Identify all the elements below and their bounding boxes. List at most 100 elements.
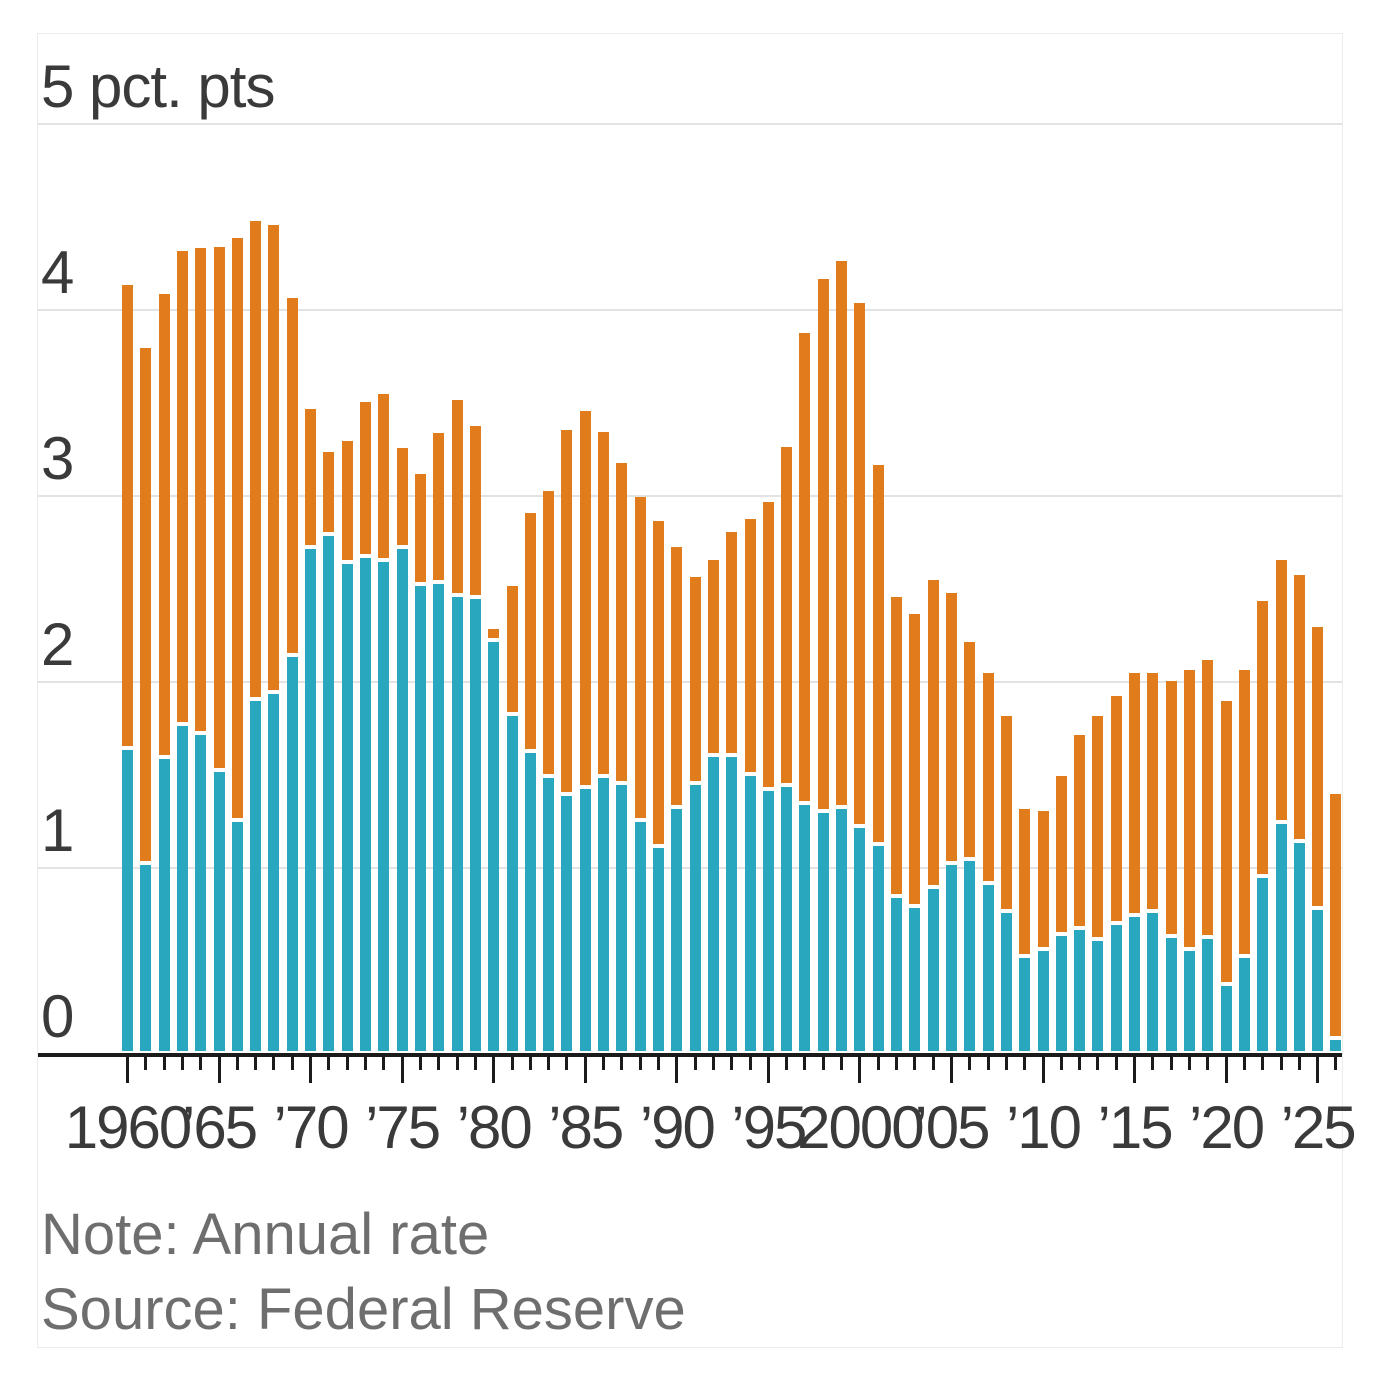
bar-segment-teal-2024: [1293, 842, 1305, 1051]
bar-segment-teal-1965: [213, 772, 225, 1051]
x-tick-2021: [1242, 1057, 1246, 1070]
bar-segment-orange-1983: [543, 491, 555, 774]
bar-segment-orange-1991: [689, 576, 701, 782]
bar-segment-orange-1966: [231, 238, 243, 819]
bar-segment-teal-1979: [469, 599, 481, 1051]
bar-segment-orange-2004: [927, 580, 939, 886]
bar-2023: [1275, 559, 1287, 1051]
bar-1984: [561, 429, 573, 1051]
gridline-4: [38, 309, 1342, 311]
x-tick-1998: [821, 1057, 825, 1070]
y-axis-label-0: 0: [41, 983, 74, 1050]
x-tick-1976: [418, 1057, 422, 1070]
bar-segment-teal-2009: [1019, 958, 1031, 1051]
bar-segment-teal-1982: [524, 753, 536, 1051]
bar-segment-teal-2001: [872, 846, 884, 1051]
bar-1964: [195, 247, 207, 1051]
x-tick-2009: [1023, 1057, 1027, 1070]
x-tick-2024: [1297, 1057, 1301, 1070]
bar-1977: [433, 433, 445, 1051]
bar-segment-teal-1987: [616, 785, 628, 1051]
x-tick-1986: [602, 1057, 606, 1070]
bar-segment-orange-1962: [158, 293, 170, 755]
y-axis-label-1: 1: [41, 797, 74, 864]
x-axis-label-1960: 1960: [64, 1094, 192, 1161]
bar-segment-orange-2003: [909, 613, 921, 904]
bar-segment-teal-1985: [579, 788, 591, 1051]
bar-2016: [1147, 673, 1159, 1051]
bar-segment-teal-1968: [268, 693, 280, 1051]
x-axis-label-2010: ’10: [1005, 1094, 1082, 1161]
x-tick-1977: [437, 1057, 441, 1070]
x-tick-1999: [840, 1057, 844, 1070]
x-tick-2019: [1206, 1057, 1210, 1070]
x-tick-2008: [1004, 1057, 1008, 1070]
bar-1974: [378, 394, 390, 1051]
x-axis-label-1970: ’70: [273, 1094, 350, 1161]
bar-segment-teal-1984: [561, 796, 573, 1051]
bar-segment-teal-1973: [360, 558, 372, 1051]
bar-segment-orange-1975: [396, 448, 408, 545]
bar-segment-orange-1985: [579, 411, 591, 785]
bar-1961: [140, 347, 152, 1051]
bar-1990: [671, 546, 683, 1051]
bar-2013: [1092, 716, 1104, 1051]
bar-segment-orange-1981: [506, 586, 518, 713]
x-tick-1973: [364, 1057, 368, 1070]
bar-1976: [414, 474, 426, 1051]
x-tick-1966: [235, 1057, 239, 1070]
bar-segment-orange-2018: [1183, 669, 1195, 947]
x-tick-1960: [126, 1057, 129, 1083]
bar-segment-orange-1969: [286, 297, 298, 653]
bar-segment-teal-2015: [1129, 917, 1141, 1051]
bar-segment-teal-1989: [652, 848, 664, 1051]
bar-1972: [341, 440, 353, 1051]
x-tick-1968: [272, 1057, 276, 1070]
bar-segment-teal-1972: [341, 563, 353, 1051]
bar-segment-orange-1965: [213, 247, 225, 768]
bar-segment-teal-2000: [854, 827, 866, 1051]
bar-1995: [762, 502, 774, 1051]
bar-segment-orange-2011: [1055, 775, 1067, 932]
x-tick-1972: [345, 1057, 349, 1070]
bar-segment-teal-1990: [671, 809, 683, 1051]
bar-segment-orange-1978: [451, 400, 463, 594]
bar-1987: [616, 463, 628, 1051]
bar-1962: [158, 293, 170, 1051]
bar-segment-orange-1976: [414, 474, 426, 582]
x-axis-label-1975: ’75: [365, 1094, 441, 1161]
bar-1965: [213, 247, 225, 1051]
x-tick-1990: [675, 1057, 679, 1083]
x-tick-1971: [327, 1057, 331, 1070]
bar-2002: [891, 597, 903, 1051]
x-tick-2015: [1133, 1057, 1137, 1083]
bar-segment-orange-2021: [1238, 669, 1250, 954]
x-tick-1964: [199, 1057, 203, 1070]
y-axis-label-2: 2: [41, 611, 74, 678]
bar-segment-teal-1961: [140, 865, 152, 1051]
bar-segment-orange-1986: [598, 431, 610, 774]
bar-segment-orange-1990: [671, 546, 683, 806]
chart-source: Source: Federal Reserve: [41, 1277, 686, 1342]
bar-segment-teal-1963: [176, 725, 188, 1051]
bar-segment-teal-1999: [836, 809, 848, 1051]
bar-segment-teal-1976: [414, 586, 426, 1051]
x-tick-1994: [748, 1057, 752, 1070]
chart-note: Note: Annual rate: [41, 1202, 490, 1267]
bar-2019: [1202, 660, 1214, 1051]
bar-1975: [396, 448, 408, 1051]
bar-2014: [1110, 695, 1122, 1051]
bar-segment-orange-1988: [634, 496, 646, 819]
bar-segment-teal-1971: [323, 535, 335, 1051]
bar-segment-orange-1989: [652, 520, 664, 845]
bar-segment-orange-2016: [1147, 673, 1159, 910]
bar-segment-orange-2006: [964, 641, 976, 858]
bar-segment-teal-2006: [964, 861, 976, 1051]
bar-segment-teal-1986: [598, 777, 610, 1051]
bar-segment-teal-1967: [250, 701, 262, 1051]
x-tick-1983: [547, 1057, 551, 1070]
x-tick-2025: [1316, 1057, 1320, 1083]
y-axis-label-3: 3: [41, 425, 74, 492]
x-tick-2022: [1261, 1057, 1265, 1070]
